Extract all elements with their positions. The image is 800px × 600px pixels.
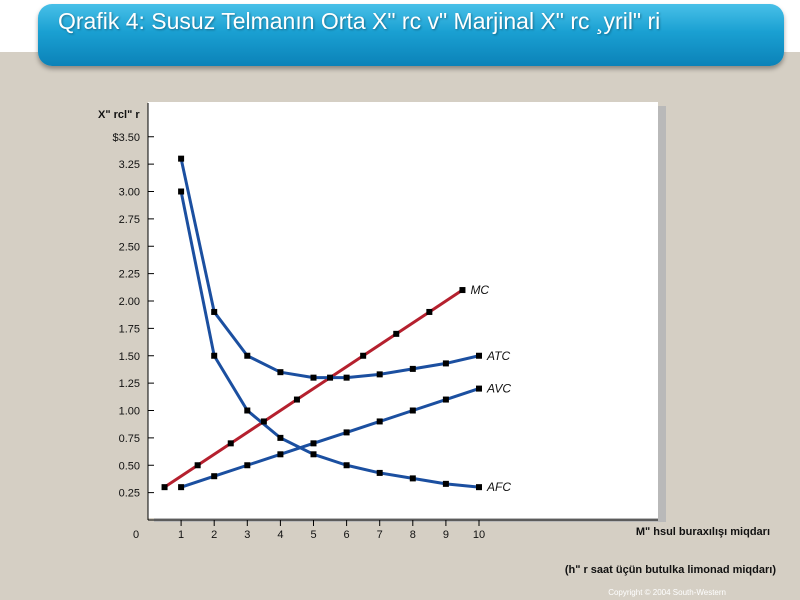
data-point-afc [409, 475, 416, 482]
series-label-mc: MC [470, 283, 489, 297]
series-line-avc [179, 387, 481, 489]
data-point-avc [442, 396, 449, 403]
data-point-mc [426, 308, 433, 315]
data-point-avc [343, 429, 350, 436]
y-tick-label: 2.75 [119, 214, 140, 226]
y-tick-label: 3.25 [119, 159, 140, 171]
data-point-atc [277, 369, 284, 376]
x-tick-label: 1 [178, 529, 184, 541]
copyright-text: Copyright © 2004 South-Western [608, 588, 726, 597]
y-tick-label: 0.75 [119, 433, 140, 445]
data-point-mc [194, 462, 201, 469]
data-point-afc [476, 484, 482, 491]
data-point-afc [244, 407, 251, 414]
data-point-afc [277, 434, 284, 441]
data-point-avc [376, 418, 383, 425]
data-point-atc [476, 352, 482, 359]
data-point-atc [178, 155, 185, 162]
x-tick-label: 7 [377, 529, 383, 541]
series-line-afc [179, 190, 481, 489]
data-point-atc [343, 374, 350, 381]
data-point-mc [293, 396, 300, 403]
series-line-atc [179, 157, 481, 380]
x-tick-label: 5 [310, 529, 316, 541]
y-tick-label: 1.50 [119, 351, 140, 363]
data-point-mc [327, 374, 334, 381]
data-point-afc [211, 352, 218, 359]
y-tick-label: 1.25 [119, 378, 140, 390]
data-point-avc [476, 385, 482, 392]
y-tick-label: 0.25 [119, 488, 140, 500]
x-tick-label: 9 [443, 529, 449, 541]
title-banner: Qrafik 4: Susuz Telmanın Orta Xʺ rc vʺ M… [38, 4, 784, 66]
data-point-afc [178, 188, 185, 195]
slide-title: Qrafik 4: Susuz Telmanın Orta Xʺ rc vʺ M… [58, 8, 661, 34]
data-point-avc [178, 484, 185, 491]
series-label-avc: AVC [486, 382, 511, 396]
data-point-mc [260, 418, 267, 425]
x-axis-title: Mʺ hsul buraxılışı miqdarı [635, 526, 770, 538]
y-tick-label: 1.75 [119, 323, 140, 335]
x-tick-label: 8 [410, 529, 416, 541]
data-point-afc [442, 480, 449, 487]
y-tick-label: 3.00 [119, 187, 140, 199]
data-point-afc [310, 451, 317, 458]
data-point-avc [310, 440, 317, 447]
data-point-avc [409, 407, 416, 414]
series-label-atc: ATC [486, 349, 510, 363]
data-point-avc [244, 462, 251, 469]
y-tick-label: 2.25 [119, 269, 140, 281]
y-tick-label: 2.00 [119, 296, 140, 308]
x-tick-label: 3 [244, 529, 250, 541]
x-tick-label: 10 [473, 529, 485, 541]
x-tick-label: 4 [277, 529, 283, 541]
series-label-afc: AFC [486, 480, 511, 494]
data-point-mc [459, 287, 466, 294]
series-labels: MC ATC AVC AFC [470, 283, 511, 494]
data-point-atc [376, 371, 383, 378]
y-tick-label: $3.50 [112, 132, 140, 144]
y-tick-label: 0.50 [119, 460, 140, 472]
axes: 0.25 0.50 0.75 1.00 1.25 1.50 1.75 2.00 2.25 2.50… [98, 103, 658, 541]
y-axis-title: Xʺ rclʺ r [98, 109, 140, 121]
x-tick-label: 0 [133, 529, 139, 541]
data-point-afc [343, 462, 350, 469]
data-point-atc [442, 360, 449, 367]
y-tick-label: 1.00 [119, 406, 140, 418]
chart-panel [148, 102, 658, 518]
data-point-mc [393, 330, 400, 337]
y-tick-label: 2.50 [119, 241, 140, 253]
data-point-afc [376, 469, 383, 476]
data-point-mc [161, 484, 168, 491]
data-point-mc [360, 352, 367, 359]
data-point-avc [211, 473, 218, 480]
data-point-atc [409, 365, 416, 372]
series-line-mc [163, 288, 464, 489]
series-markers [161, 155, 482, 491]
x-tick-label: 2 [211, 529, 217, 541]
data-point-mc [227, 440, 234, 447]
data-point-atc [310, 374, 317, 381]
x-tick-label: 6 [344, 529, 350, 541]
data-point-atc [211, 308, 218, 315]
x-axis-subtitle: (hʺ r saat üçün butulka limonad miqdarı) [564, 564, 776, 576]
series-lines [163, 157, 481, 489]
data-point-avc [277, 451, 284, 458]
data-point-atc [244, 352, 251, 359]
